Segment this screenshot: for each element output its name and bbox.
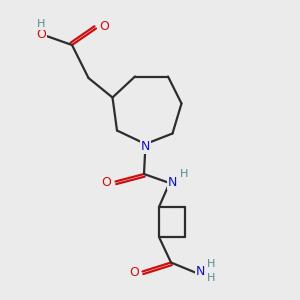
Text: N: N (141, 140, 150, 153)
Text: O: O (102, 176, 111, 190)
Text: N: N (168, 176, 177, 189)
Text: O: O (129, 266, 139, 280)
Text: O: O (100, 20, 109, 34)
Text: H: H (207, 259, 216, 269)
Text: H: H (207, 273, 216, 284)
Text: H: H (37, 19, 45, 29)
Text: O: O (36, 28, 46, 41)
Text: H: H (180, 169, 189, 179)
Text: N: N (195, 265, 205, 278)
